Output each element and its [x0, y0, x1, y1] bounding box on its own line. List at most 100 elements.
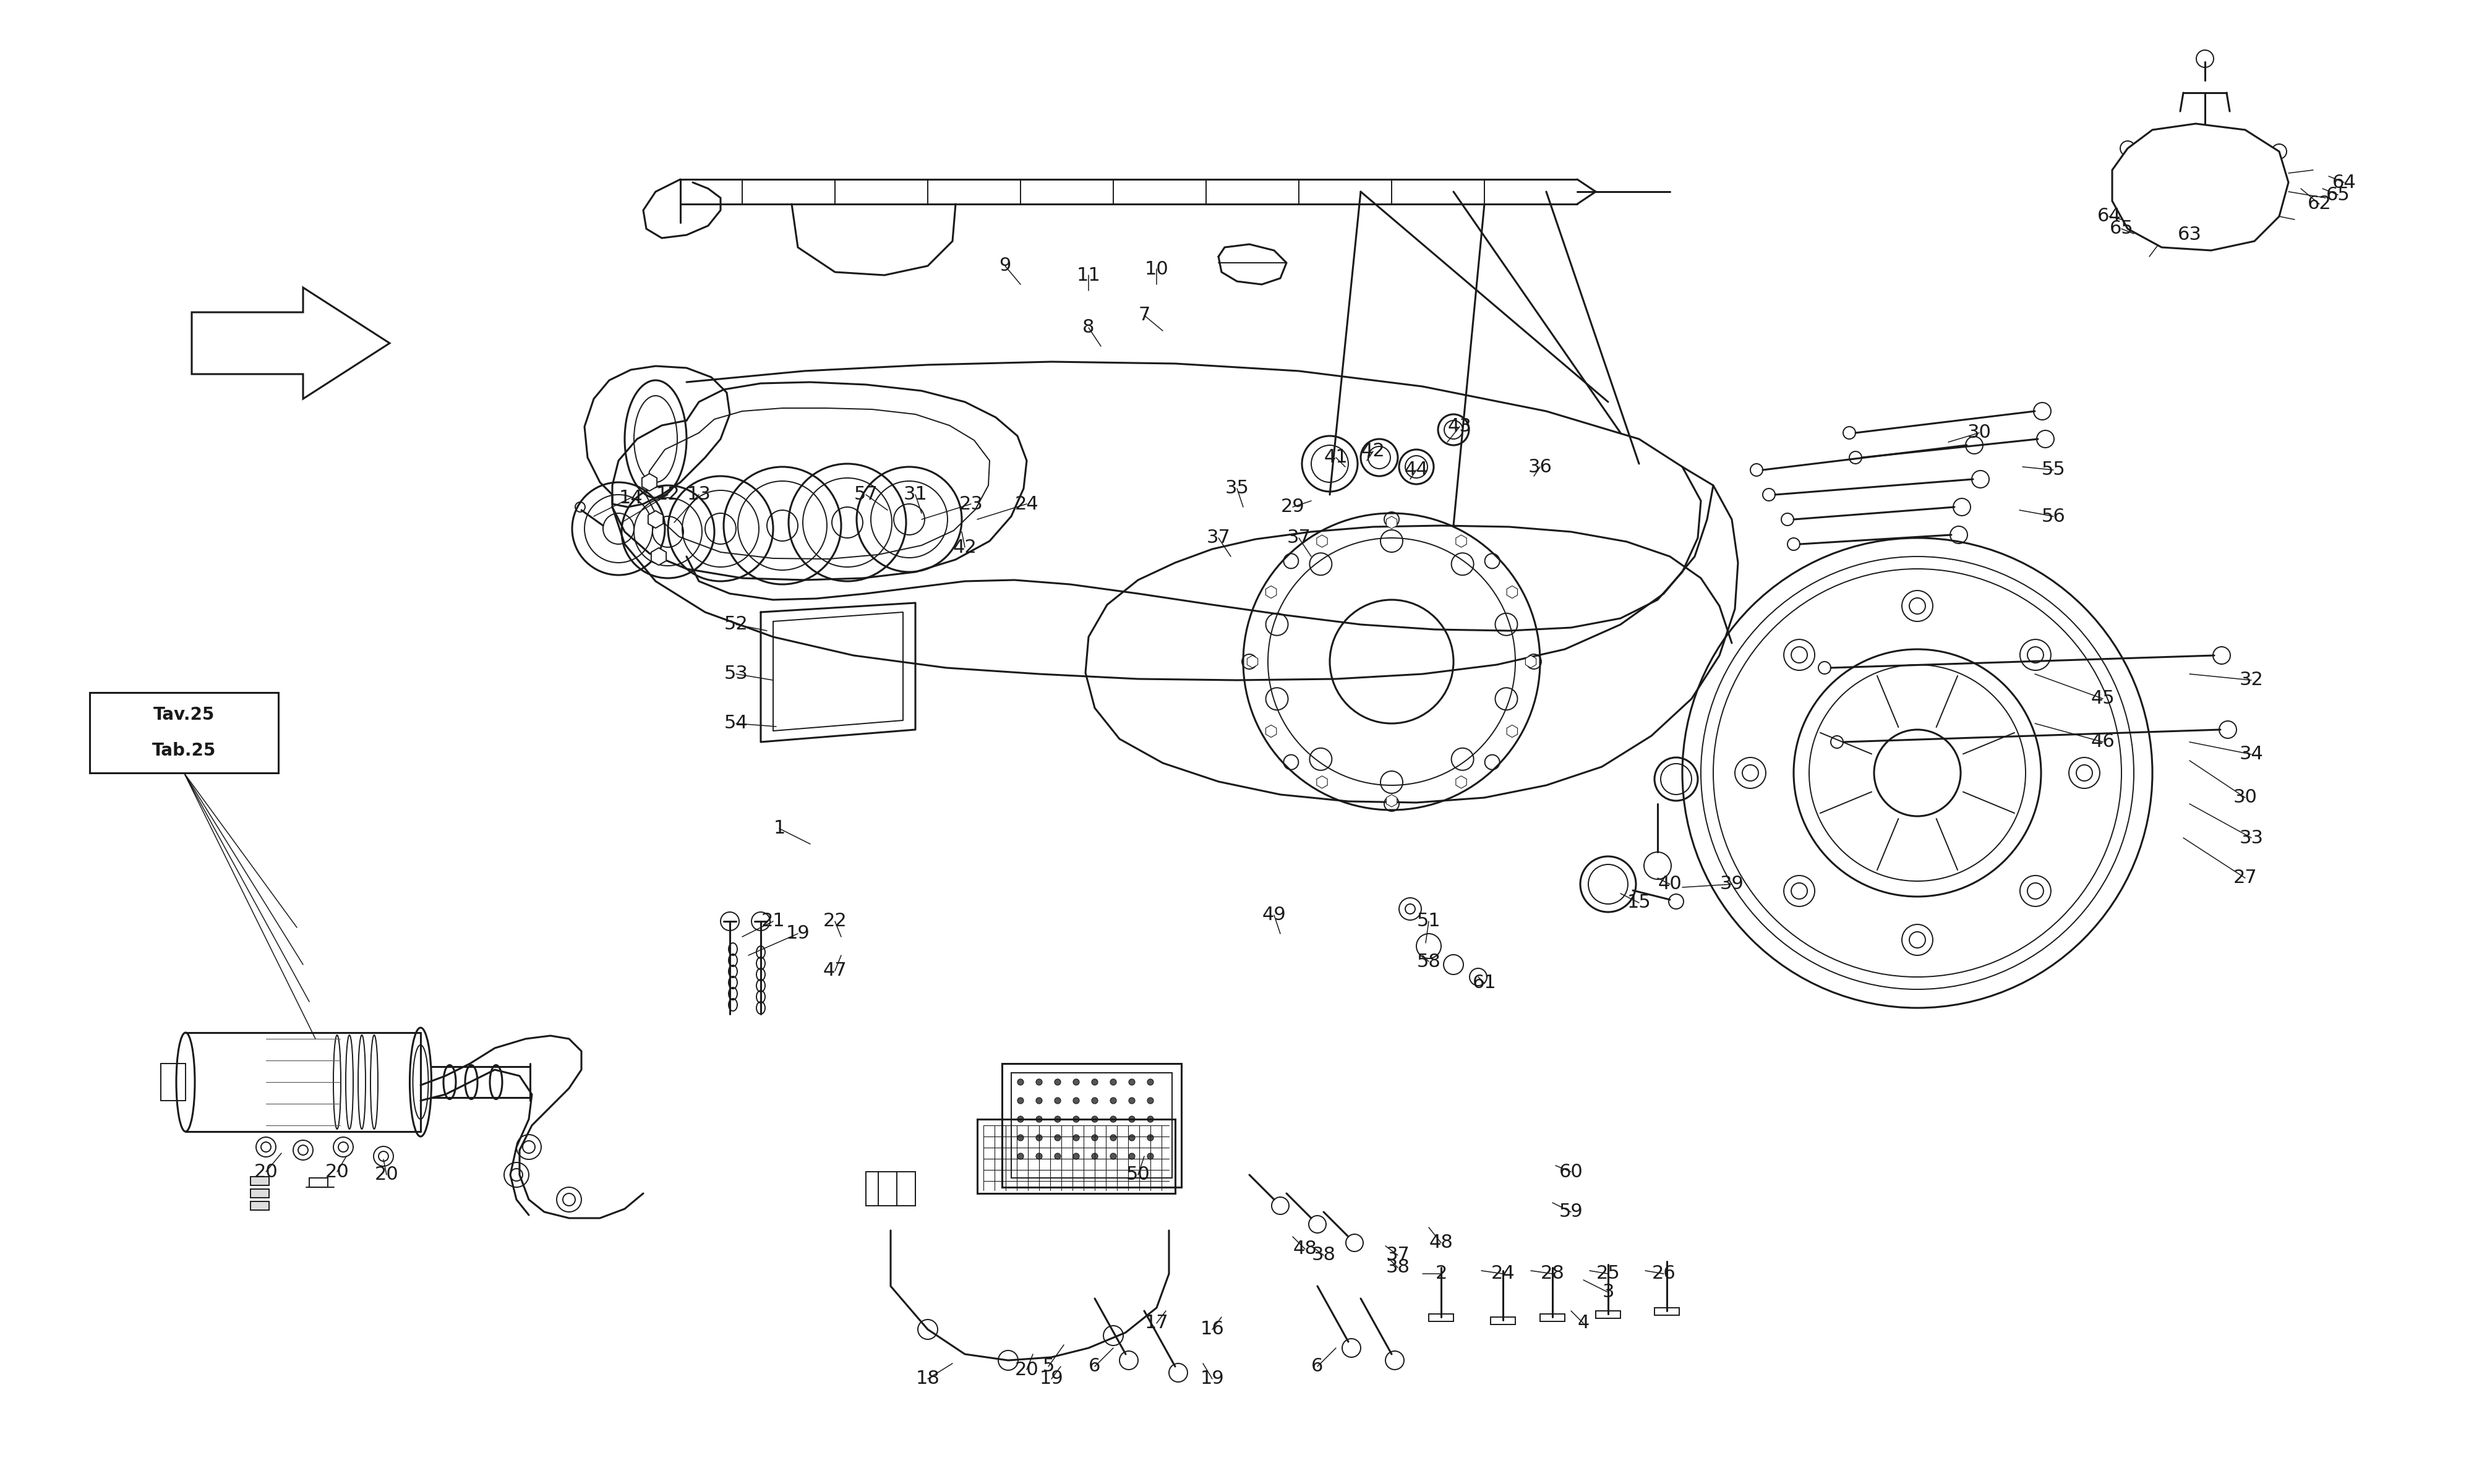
Text: 44: 44	[1405, 462, 1427, 479]
Polygon shape	[1316, 776, 1329, 788]
Text: 56: 56	[2041, 508, 2066, 525]
Polygon shape	[1455, 534, 1467, 548]
Text: 20: 20	[374, 1166, 398, 1184]
Text: 35: 35	[1225, 479, 1249, 497]
Text: 22: 22	[824, 913, 846, 930]
Circle shape	[1074, 1079, 1079, 1085]
Circle shape	[1074, 1153, 1079, 1159]
Bar	[89, 693, 277, 773]
Text: 57: 57	[854, 485, 878, 503]
Text: 46: 46	[2091, 733, 2115, 751]
Circle shape	[1037, 1153, 1042, 1159]
Text: 64: 64	[2333, 174, 2355, 191]
Text: 43: 43	[1447, 417, 1472, 436]
Text: 14: 14	[618, 488, 643, 506]
Text: 49: 49	[1262, 907, 1286, 925]
Text: 58: 58	[1418, 953, 1440, 971]
Bar	[250, 1177, 270, 1186]
Circle shape	[1148, 1116, 1153, 1122]
Text: 23: 23	[960, 496, 982, 513]
Circle shape	[1054, 1153, 1061, 1159]
Text: 61: 61	[1472, 974, 1497, 993]
Bar	[250, 1202, 270, 1209]
Text: 55: 55	[2041, 462, 2066, 479]
Circle shape	[1111, 1098, 1116, 1104]
Text: 65: 65	[2110, 220, 2133, 237]
Circle shape	[1111, 1116, 1116, 1122]
Text: Tab.25: Tab.25	[151, 742, 215, 758]
Text: 30: 30	[1967, 424, 1992, 442]
Polygon shape	[1247, 656, 1257, 668]
Text: 45: 45	[2091, 690, 2115, 708]
Bar	[1430, 1313, 1455, 1321]
Text: 50: 50	[1126, 1166, 1150, 1184]
Text: Tav.25: Tav.25	[153, 706, 215, 724]
Text: 42: 42	[952, 539, 977, 556]
Text: 17: 17	[1145, 1315, 1168, 1333]
Text: 10: 10	[1145, 260, 1168, 278]
Text: 52: 52	[725, 616, 747, 634]
Polygon shape	[1526, 656, 1536, 668]
Text: 27: 27	[2234, 870, 2256, 887]
Text: 65: 65	[2326, 186, 2350, 203]
Circle shape	[1074, 1135, 1079, 1141]
Polygon shape	[1267, 726, 1277, 738]
Text: 64: 64	[2098, 208, 2120, 226]
Text: 37: 37	[1207, 528, 1230, 548]
Circle shape	[1037, 1116, 1042, 1122]
Circle shape	[1111, 1079, 1116, 1085]
Bar	[250, 1189, 270, 1198]
Circle shape	[1128, 1098, 1136, 1104]
Text: 63: 63	[2177, 226, 2202, 243]
Text: 24: 24	[1492, 1264, 1514, 1282]
Text: 1: 1	[774, 819, 784, 837]
Text: 33: 33	[2239, 830, 2264, 847]
Circle shape	[1128, 1135, 1136, 1141]
Text: 41: 41	[1324, 448, 1348, 466]
Circle shape	[1148, 1079, 1153, 1085]
Text: 11: 11	[1076, 266, 1101, 283]
Text: 2: 2	[1435, 1264, 1447, 1282]
Text: 19: 19	[787, 925, 809, 942]
Bar	[1012, 1073, 1173, 1178]
Text: 42: 42	[1361, 442, 1385, 460]
Bar	[161, 1064, 186, 1101]
Circle shape	[1148, 1153, 1153, 1159]
Text: 4: 4	[1578, 1315, 1588, 1333]
Text: 15: 15	[1628, 893, 1650, 911]
Circle shape	[1091, 1135, 1098, 1141]
Bar	[977, 1119, 1175, 1193]
Text: 9: 9	[999, 257, 1012, 275]
Circle shape	[1148, 1098, 1153, 1104]
Text: 19: 19	[1200, 1370, 1225, 1388]
Polygon shape	[1507, 586, 1517, 598]
Circle shape	[1091, 1153, 1098, 1159]
Polygon shape	[1316, 534, 1329, 548]
Text: 25: 25	[1596, 1264, 1620, 1282]
Circle shape	[1111, 1153, 1116, 1159]
Bar	[1655, 1307, 1680, 1315]
Text: 28: 28	[1541, 1264, 1564, 1282]
Polygon shape	[651, 548, 666, 565]
Text: 47: 47	[824, 962, 846, 979]
Polygon shape	[1507, 726, 1517, 738]
Text: 34: 34	[2239, 745, 2264, 763]
Circle shape	[1017, 1098, 1024, 1104]
Polygon shape	[1385, 516, 1398, 528]
Circle shape	[1054, 1116, 1061, 1122]
Text: 31: 31	[903, 485, 928, 503]
Text: 37: 37	[1385, 1247, 1410, 1264]
Bar	[866, 1172, 915, 1205]
Bar	[309, 1178, 327, 1187]
Text: 12: 12	[656, 485, 680, 503]
Polygon shape	[193, 288, 391, 399]
Text: 20: 20	[324, 1163, 349, 1181]
Text: 20: 20	[1014, 1361, 1039, 1379]
Text: 38: 38	[1385, 1258, 1410, 1276]
Text: 53: 53	[725, 665, 747, 683]
Text: 3: 3	[1603, 1284, 1613, 1301]
Bar	[1489, 1318, 1514, 1324]
Circle shape	[1017, 1135, 1024, 1141]
Text: 21: 21	[762, 913, 784, 930]
Text: 39: 39	[1719, 876, 1744, 893]
